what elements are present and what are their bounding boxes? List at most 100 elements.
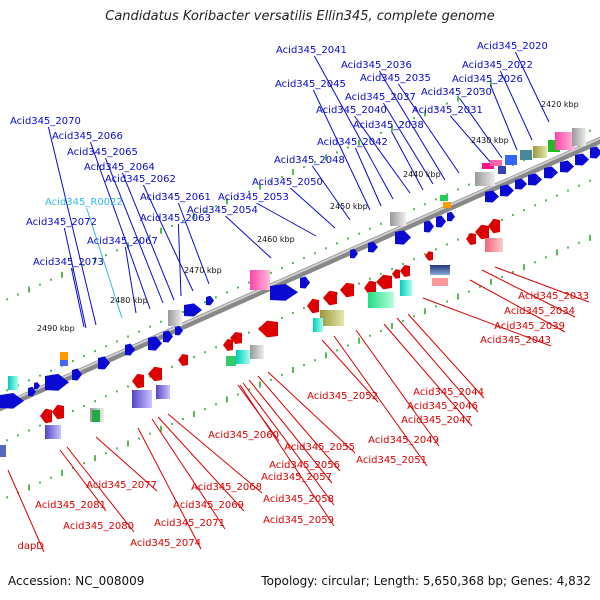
forward-gene-arrow[interactable] [350, 248, 358, 259]
forward-gene-arrow[interactable] [515, 178, 527, 190]
gene-feature-box[interactable] [443, 202, 451, 208]
forward-gene-label[interactable]: Acid345_2072 [26, 217, 97, 228]
forward-gene-arrow[interactable] [485, 190, 499, 203]
reverse-gene-arrow[interactable] [392, 269, 400, 279]
reverse-gene-label[interactable]: Acid345_2056 [269, 460, 340, 471]
reverse-gene-arrow[interactable] [425, 251, 433, 261]
reverse-gene-arrow[interactable] [323, 290, 337, 306]
forward-gene-arrow[interactable] [528, 173, 542, 186]
gene-feature-box[interactable] [226, 356, 236, 366]
gene-feature-box[interactable] [572, 128, 586, 146]
reverse-gene-arrow[interactable] [52, 404, 64, 420]
forward-gene-label[interactable]: Acid345_2038 [353, 120, 424, 131]
gene-feature-box[interactable] [555, 132, 575, 150]
reverse-gene-arrow[interactable] [475, 224, 489, 240]
reverse-gene-label[interactable]: Acid345_2033 [518, 291, 589, 302]
gene-feature-box[interactable] [490, 160, 502, 166]
forward-gene-arrow[interactable] [500, 184, 514, 197]
forward-gene-arrow[interactable] [184, 303, 202, 317]
gene-feature-box[interactable] [92, 410, 100, 422]
gene-feature-box[interactable] [250, 270, 270, 290]
gene-features[interactable] [0, 128, 600, 457]
reverse-gene-arrow[interactable] [258, 320, 278, 338]
reverse-gene-arrow[interactable] [132, 373, 144, 389]
reverse-gene-label[interactable]: Acid345_2049 [368, 435, 439, 446]
reverse-gene-arrow[interactable] [148, 366, 162, 382]
forward-gene-arrow[interactable] [368, 241, 378, 253]
gene-feature-box[interactable] [430, 265, 450, 275]
gene-feature-box[interactable] [250, 345, 264, 359]
reverse-gene-label[interactable]: dapD [17, 541, 44, 552]
forward-gene-label[interactable]: Acid345_2037 [345, 92, 416, 103]
forward-gene-arrow[interactable] [175, 325, 183, 336]
reverse-gene-label[interactable]: Acid345_2034 [504, 306, 575, 317]
forward-gene-arrow[interactable] [395, 230, 411, 245]
forward-gene-arrow[interactable] [544, 166, 558, 179]
reverse-gene-label[interactable]: Acid345_2060 [208, 430, 279, 441]
forward-gene-label[interactable]: Acid345_2066 [52, 131, 123, 142]
forward-gene-label[interactable]: Acid345_2030 [421, 87, 492, 98]
gene-feature-box[interactable] [168, 310, 182, 326]
reverse-gene-arrow[interactable] [178, 354, 188, 366]
forward-gene-arrow[interactable] [163, 330, 173, 343]
gene-feature-box[interactable] [0, 445, 6, 457]
forward-gene-label[interactable]: Acid345_2054 [187, 205, 258, 216]
forward-gene-label[interactable]: Acid345_2061 [140, 192, 211, 203]
reverse-gene-arrow[interactable] [466, 233, 476, 245]
gene-feature-box[interactable] [482, 163, 494, 169]
forward-gene-arrow[interactable] [300, 276, 310, 289]
forward-gene-label[interactable]: Acid345_2048 [274, 155, 345, 166]
forward-gene-label[interactable]: Acid345_2031 [412, 105, 483, 116]
reverse-gene-arrow[interactable] [364, 280, 376, 296]
reverse-gene-arrow[interactable] [223, 339, 233, 351]
forward-gene-label[interactable]: Acid345_2042 [317, 137, 388, 148]
forward-gene-label[interactable]: Acid345_2020 [477, 41, 548, 52]
reverse-gene-arrow[interactable] [40, 408, 52, 424]
forward-gene-arrow[interactable] [34, 382, 40, 390]
gene-feature-box[interactable] [8, 376, 18, 390]
forward-gene-label[interactable]: Acid345_2041 [276, 45, 347, 56]
reverse-gene-label[interactable]: Acid345_2051 [356, 455, 427, 466]
forward-gene-arrow[interactable] [28, 386, 36, 397]
forward-gene-arrow[interactable] [206, 295, 214, 306]
gene-feature-box[interactable] [505, 155, 517, 165]
reverse-gene-arrow[interactable] [376, 274, 392, 290]
forward-gene-label[interactable]: Acid345_2045 [275, 79, 346, 90]
gene-feature-box[interactable] [236, 350, 250, 364]
forward-gene-arrow[interactable] [148, 336, 162, 351]
gene-feature-box[interactable] [400, 280, 412, 296]
forward-gene-arrow[interactable] [0, 393, 24, 409]
forward-gene-arrow[interactable] [98, 356, 110, 370]
forward-gene-label[interactable]: Acid345_2073 [33, 257, 104, 268]
gene-feature-box[interactable] [440, 195, 448, 201]
reverse-gene-label[interactable]: Acid345_2047 [401, 415, 472, 426]
gene-feature-box[interactable] [498, 166, 506, 174]
reverse-gene-label[interactable]: Acid345_2080 [63, 521, 134, 532]
gene-feature-box[interactable] [432, 278, 448, 286]
gene-feature-box[interactable] [156, 385, 170, 399]
reverse-gene-label[interactable]: Acid345_2077 [86, 480, 157, 491]
forward-gene-arrow[interactable] [424, 220, 434, 233]
forward-gene-arrow[interactable] [560, 160, 574, 173]
reverse-gene-label[interactable]: Acid345_2044 [413, 387, 484, 398]
gene-feature-box[interactable] [45, 425, 61, 439]
forward-gene-label[interactable]: Acid345_2070 [10, 116, 81, 127]
reverse-gene-label[interactable]: Acid345_2081 [35, 500, 106, 511]
forward-gene-label[interactable]: Acid345_2062 [105, 174, 176, 185]
forward-gene-arrow[interactable] [125, 343, 135, 356]
forward-gene-arrow[interactable] [590, 146, 600, 159]
forward-gene-label[interactable]: Acid345_2026 [452, 74, 523, 85]
forward-gene-label[interactable]: Acid345_2050 [252, 177, 323, 188]
gene-feature-box[interactable] [60, 360, 68, 366]
forward-gene-label[interactable]: Acid345_2064 [84, 162, 155, 173]
reverse-gene-label[interactable]: Acid345_2043 [480, 335, 551, 346]
forward-gene-arrow[interactable] [447, 211, 455, 222]
forward-gene-label[interactable]: Acid345_2063 [140, 213, 211, 224]
reverse-gene-arrow[interactable] [400, 265, 410, 277]
gene-feature-box[interactable] [313, 318, 323, 332]
gene-feature-box[interactable] [60, 352, 68, 360]
forward-gene-label[interactable]: Acid345_2022 [462, 60, 533, 71]
reverse-gene-arrow[interactable] [488, 218, 500, 234]
reverse-gene-label[interactable]: Acid345_2046 [407, 401, 478, 412]
